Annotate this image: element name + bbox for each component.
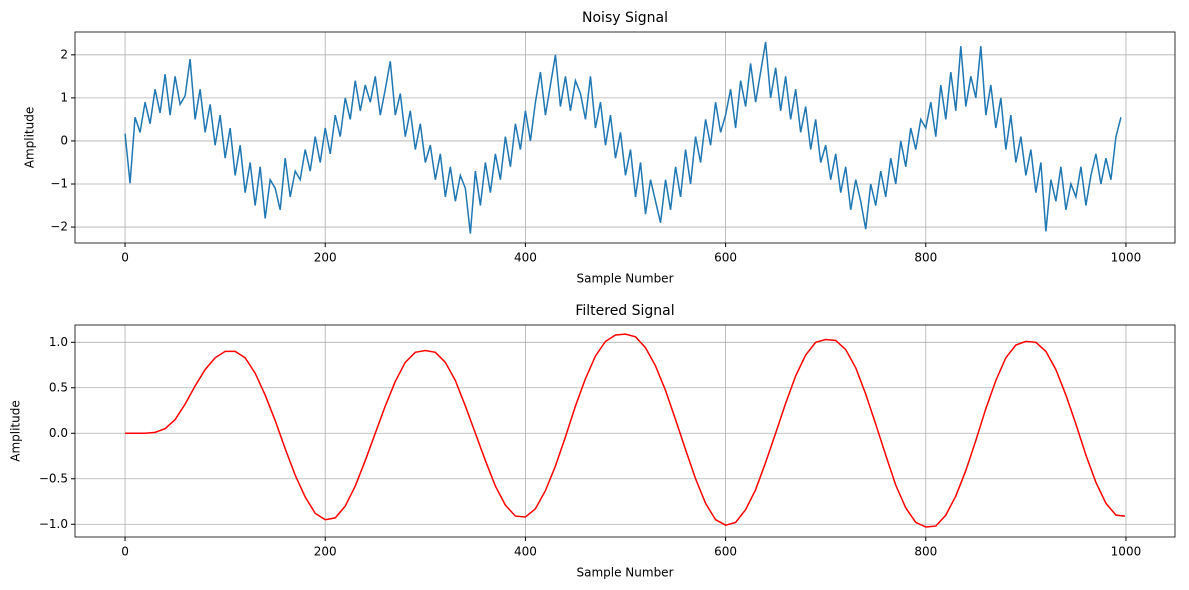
y-tick-label: 2 <box>60 47 68 61</box>
y-tick-label: 1 <box>60 90 68 104</box>
y-tick-label: 1.0 <box>49 335 68 349</box>
y-tick-label: 0.5 <box>49 380 68 394</box>
x-tick-label: 600 <box>714 545 737 559</box>
x-tick-label: 200 <box>314 545 337 559</box>
data-line <box>125 333 1126 528</box>
x-axis-label: Sample Number <box>576 566 673 580</box>
x-tick-label: 0 <box>121 251 129 265</box>
y-axis-label: Amplitude <box>9 400 23 462</box>
chart-title: Noisy Signal <box>582 10 668 26</box>
y-tick-label: 0 <box>60 133 68 147</box>
y-tick-label: −1.0 <box>39 517 68 531</box>
data-line <box>124 41 1122 234</box>
x-tick-label: 200 <box>314 251 337 265</box>
x-tick-label: 0 <box>121 545 129 559</box>
y-tick-label: 0.0 <box>49 426 68 440</box>
y-axis-label: Amplitude <box>23 107 37 169</box>
y-tick-label: −1 <box>50 177 68 191</box>
x-tick-label: 1000 <box>1111 545 1142 559</box>
x-tick-label: 800 <box>914 251 937 265</box>
x-tick-label: 400 <box>514 251 537 265</box>
plot-frame <box>74 31 1176 244</box>
x-tick-label: 400 <box>514 545 537 559</box>
plot-frame <box>74 324 1176 538</box>
chart-title: Filtered Signal <box>575 303 674 319</box>
x-axis-label: Sample Number <box>576 272 673 286</box>
y-tick-label: −0.5 <box>39 471 68 485</box>
y-tick-label: −2 <box>50 220 68 234</box>
x-tick-label: 1000 <box>1111 251 1142 265</box>
x-tick-label: 600 <box>714 251 737 265</box>
x-tick-label: 800 <box>914 545 937 559</box>
